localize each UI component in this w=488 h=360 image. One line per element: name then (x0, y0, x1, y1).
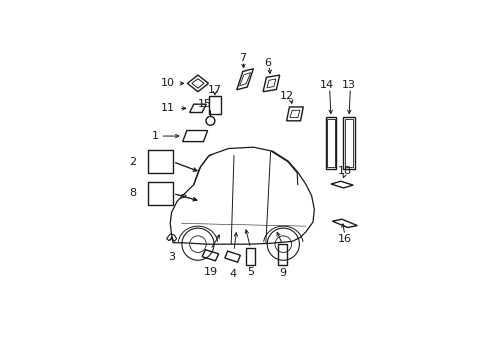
Bar (278, 244, 286, 265)
Text: 12: 12 (279, 91, 293, 101)
Bar (344, 119, 352, 167)
Bar (326, 119, 334, 167)
Bar (148, 182, 173, 205)
Text: 11: 11 (160, 103, 174, 113)
Text: 9: 9 (278, 268, 285, 278)
Text: 7: 7 (238, 53, 245, 63)
Bar (343, 117, 354, 168)
Text: 6: 6 (264, 58, 271, 68)
Bar (325, 117, 336, 168)
Text: 15: 15 (198, 99, 211, 109)
Text: 5: 5 (246, 267, 254, 277)
Text: 8: 8 (129, 188, 136, 198)
Text: 19: 19 (203, 267, 217, 277)
Text: 3: 3 (168, 252, 175, 262)
Text: 13: 13 (341, 80, 355, 90)
Text: 1: 1 (152, 131, 159, 141)
Text: 2: 2 (129, 157, 136, 167)
Text: 4: 4 (228, 269, 236, 279)
Text: 16: 16 (337, 234, 351, 244)
Bar (246, 248, 254, 265)
Text: 10: 10 (160, 78, 174, 89)
Text: 14: 14 (319, 80, 333, 90)
Bar (148, 150, 173, 174)
Bar (208, 96, 220, 114)
Text: 18: 18 (337, 166, 351, 176)
Text: 17: 17 (207, 85, 222, 95)
